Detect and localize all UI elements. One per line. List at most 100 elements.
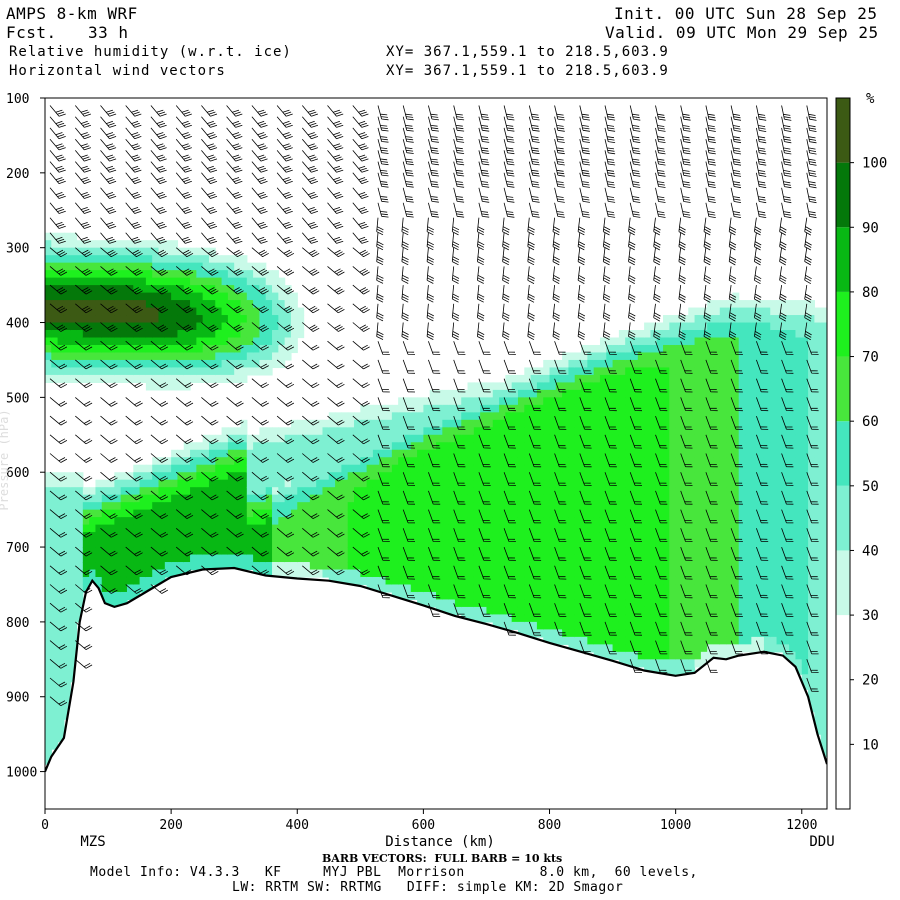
rh-cell — [126, 569, 134, 578]
rh-cell — [246, 464, 254, 473]
rh-cell — [612, 457, 620, 466]
rh-cell — [801, 621, 809, 630]
rh-cell — [480, 419, 488, 428]
rh-cell — [663, 494, 670, 503]
rh-cell — [335, 494, 343, 503]
rh-cell — [656, 636, 664, 645]
rh-cell — [70, 374, 78, 383]
rh-cell — [530, 591, 538, 601]
rh-cell — [492, 547, 500, 556]
rh-cell — [95, 494, 103, 503]
rh-cell — [133, 255, 141, 264]
rh-cell — [650, 651, 658, 660]
rh-cell — [290, 337, 298, 346]
rh-cell — [694, 569, 702, 578]
rh-cell — [347, 434, 355, 443]
rh-cell — [322, 547, 330, 556]
rh-cell — [625, 539, 633, 548]
rh-cell — [246, 457, 254, 466]
rh-cell — [751, 599, 759, 608]
rh-cell — [581, 442, 588, 451]
rh-cell — [158, 262, 166, 271]
rh-cell — [663, 554, 670, 563]
rh-cell — [808, 382, 815, 391]
rh-cell — [391, 509, 399, 518]
rh-cell — [669, 539, 677, 548]
rh-cell — [221, 509, 229, 518]
rh-cell — [391, 547, 399, 556]
rh-cell — [757, 644, 765, 653]
rh-cell — [108, 584, 115, 593]
rh-cell — [719, 569, 727, 578]
rh-cell — [265, 292, 273, 301]
rh-cell — [675, 562, 683, 571]
rh-cell — [612, 449, 620, 458]
rh-cell — [499, 412, 506, 421]
rh-cell — [795, 352, 803, 361]
rh-cell — [625, 547, 633, 556]
rh-cell — [227, 352, 235, 361]
rh-cell — [776, 636, 784, 645]
rh-cell — [555, 359, 563, 369]
rh-cell — [89, 255, 97, 264]
rh-cell — [511, 524, 519, 533]
wind-barb — [100, 527, 118, 538]
rh-cell — [461, 412, 469, 421]
rh-cell — [360, 442, 368, 451]
rh-cell — [177, 367, 185, 376]
rh-cell — [669, 644, 677, 653]
rh-cell — [120, 247, 128, 256]
rh-cell — [126, 330, 134, 339]
rh-cell — [757, 315, 765, 324]
rh-cell — [290, 487, 298, 496]
rh-cell — [114, 539, 122, 548]
rh-cell — [57, 487, 65, 496]
rh-cell — [606, 344, 614, 354]
rh-cell — [183, 442, 191, 451]
rh-cell — [530, 629, 538, 638]
rh-cell — [713, 562, 721, 571]
rh-cell — [656, 659, 664, 668]
rh-cell — [208, 270, 216, 279]
rh-cell — [637, 509, 645, 518]
rh-cell — [789, 412, 797, 421]
rh-cell — [801, 337, 809, 346]
rh-cell — [618, 449, 626, 458]
rh-cell — [45, 487, 52, 496]
rh-cell — [688, 599, 696, 608]
rh-cell — [763, 487, 771, 496]
rh-cell — [442, 479, 450, 488]
rh-cell — [814, 547, 822, 556]
rh-cell — [272, 494, 279, 503]
rh-cell — [133, 277, 141, 286]
rh-cell — [215, 300, 223, 309]
rh-cell — [454, 539, 462, 548]
rh-cell — [776, 644, 784, 653]
rh-cell — [63, 472, 71, 481]
rh-cell — [700, 487, 708, 496]
rh-cell — [448, 502, 456, 511]
wind-barb — [201, 509, 219, 519]
rh-cell — [505, 397, 513, 406]
rh-cell — [171, 547, 179, 556]
rh-cell — [568, 494, 576, 503]
rh-cell — [335, 412, 343, 421]
rh-cell — [347, 524, 355, 533]
rh-cell — [139, 479, 147, 488]
rh-cell — [492, 509, 500, 518]
rh-cell — [57, 614, 65, 623]
rh-cell — [114, 337, 122, 346]
rh-cell — [688, 502, 696, 511]
rh-cell — [820, 674, 827, 683]
rh-cell — [543, 374, 551, 383]
rh-cell — [215, 367, 223, 376]
rh-cell — [183, 457, 191, 466]
rh-cell — [202, 255, 210, 264]
rh-cell — [253, 517, 261, 526]
wind-barb — [276, 138, 293, 151]
rh-cell — [246, 524, 254, 533]
rh-cell — [70, 344, 78, 354]
rh-cell — [587, 367, 595, 376]
rh-cell — [51, 374, 59, 383]
rh-cell — [297, 434, 305, 443]
